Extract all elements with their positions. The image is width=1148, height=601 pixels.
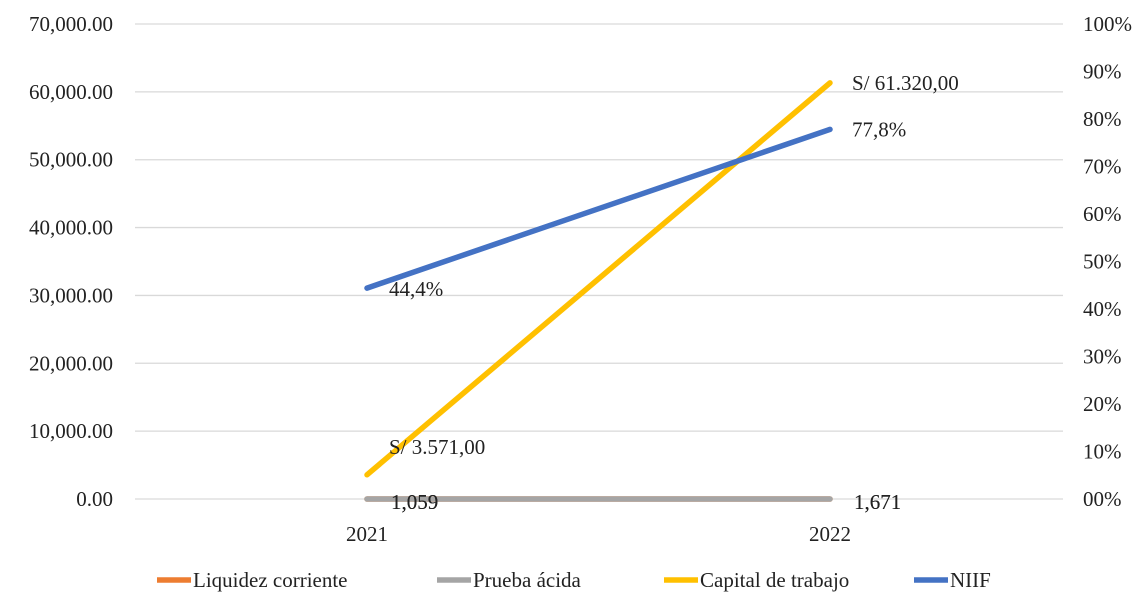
data-label: 1,059 [391, 490, 438, 514]
series-line [364, 126, 833, 291]
data-label: S/ 3.571,00 [389, 435, 485, 459]
right-tick-label: 20% [1083, 392, 1122, 416]
right-tick-label: 80% [1083, 107, 1122, 131]
left-tick-label: 10,000.00 [29, 419, 113, 443]
left-tick-label: 70,000.00 [29, 12, 113, 36]
data-label: 1,059 [391, 490, 438, 514]
right-tick-label: 00% [1083, 487, 1122, 511]
data-label: 1,671 [854, 490, 901, 514]
right-tick-label: 100% [1083, 12, 1132, 36]
right-tick-label: 40% [1083, 297, 1122, 321]
legend-label: Prueba ácida [473, 568, 582, 592]
left-tick-label: 20,000.00 [29, 351, 113, 375]
data-label: 44,4% [389, 277, 443, 301]
legend-label: NIIF [950, 568, 991, 592]
right-tick-label: 90% [1083, 60, 1122, 84]
left-tick-label: 60,000.00 [29, 80, 113, 104]
right-y-axis: 00% 10% 20% 30% 40% 50% 60% 70% 80% 90% 100% [1083, 12, 1132, 511]
data-label: S/ 61.320,00 [852, 71, 959, 95]
legend: Liquidez corriente Prueba ácida Capital de… [157, 568, 991, 592]
right-tick-label: 70% [1083, 155, 1122, 179]
right-tick-label: 60% [1083, 202, 1122, 226]
series-lines [364, 80, 833, 502]
x-axis: 2021 2022 [346, 522, 851, 546]
legend-label: Capital de trabajo [700, 568, 849, 592]
gridlines [135, 23, 1063, 500]
right-tick-label: 30% [1083, 345, 1122, 369]
data-label: 77,8% [852, 117, 906, 141]
left-y-axis: 0.00 10,000.00 20,000.00 30,000.00 40,000.00… [29, 12, 113, 511]
left-tick-label: 30,000.00 [29, 283, 113, 307]
x-tick-label: 2022 [809, 522, 851, 546]
legend-label: Liquidez corriente [193, 568, 348, 592]
data-label: 1,671 [854, 490, 901, 514]
left-tick-label: 50,000.00 [29, 148, 113, 172]
left-tick-label: 40,000.00 [29, 216, 113, 240]
series-line [364, 80, 833, 478]
right-tick-label: 50% [1083, 250, 1122, 274]
x-tick-label: 2021 [346, 522, 388, 546]
right-tick-label: 10% [1083, 440, 1122, 464]
left-tick-label: 0.00 [76, 487, 113, 511]
